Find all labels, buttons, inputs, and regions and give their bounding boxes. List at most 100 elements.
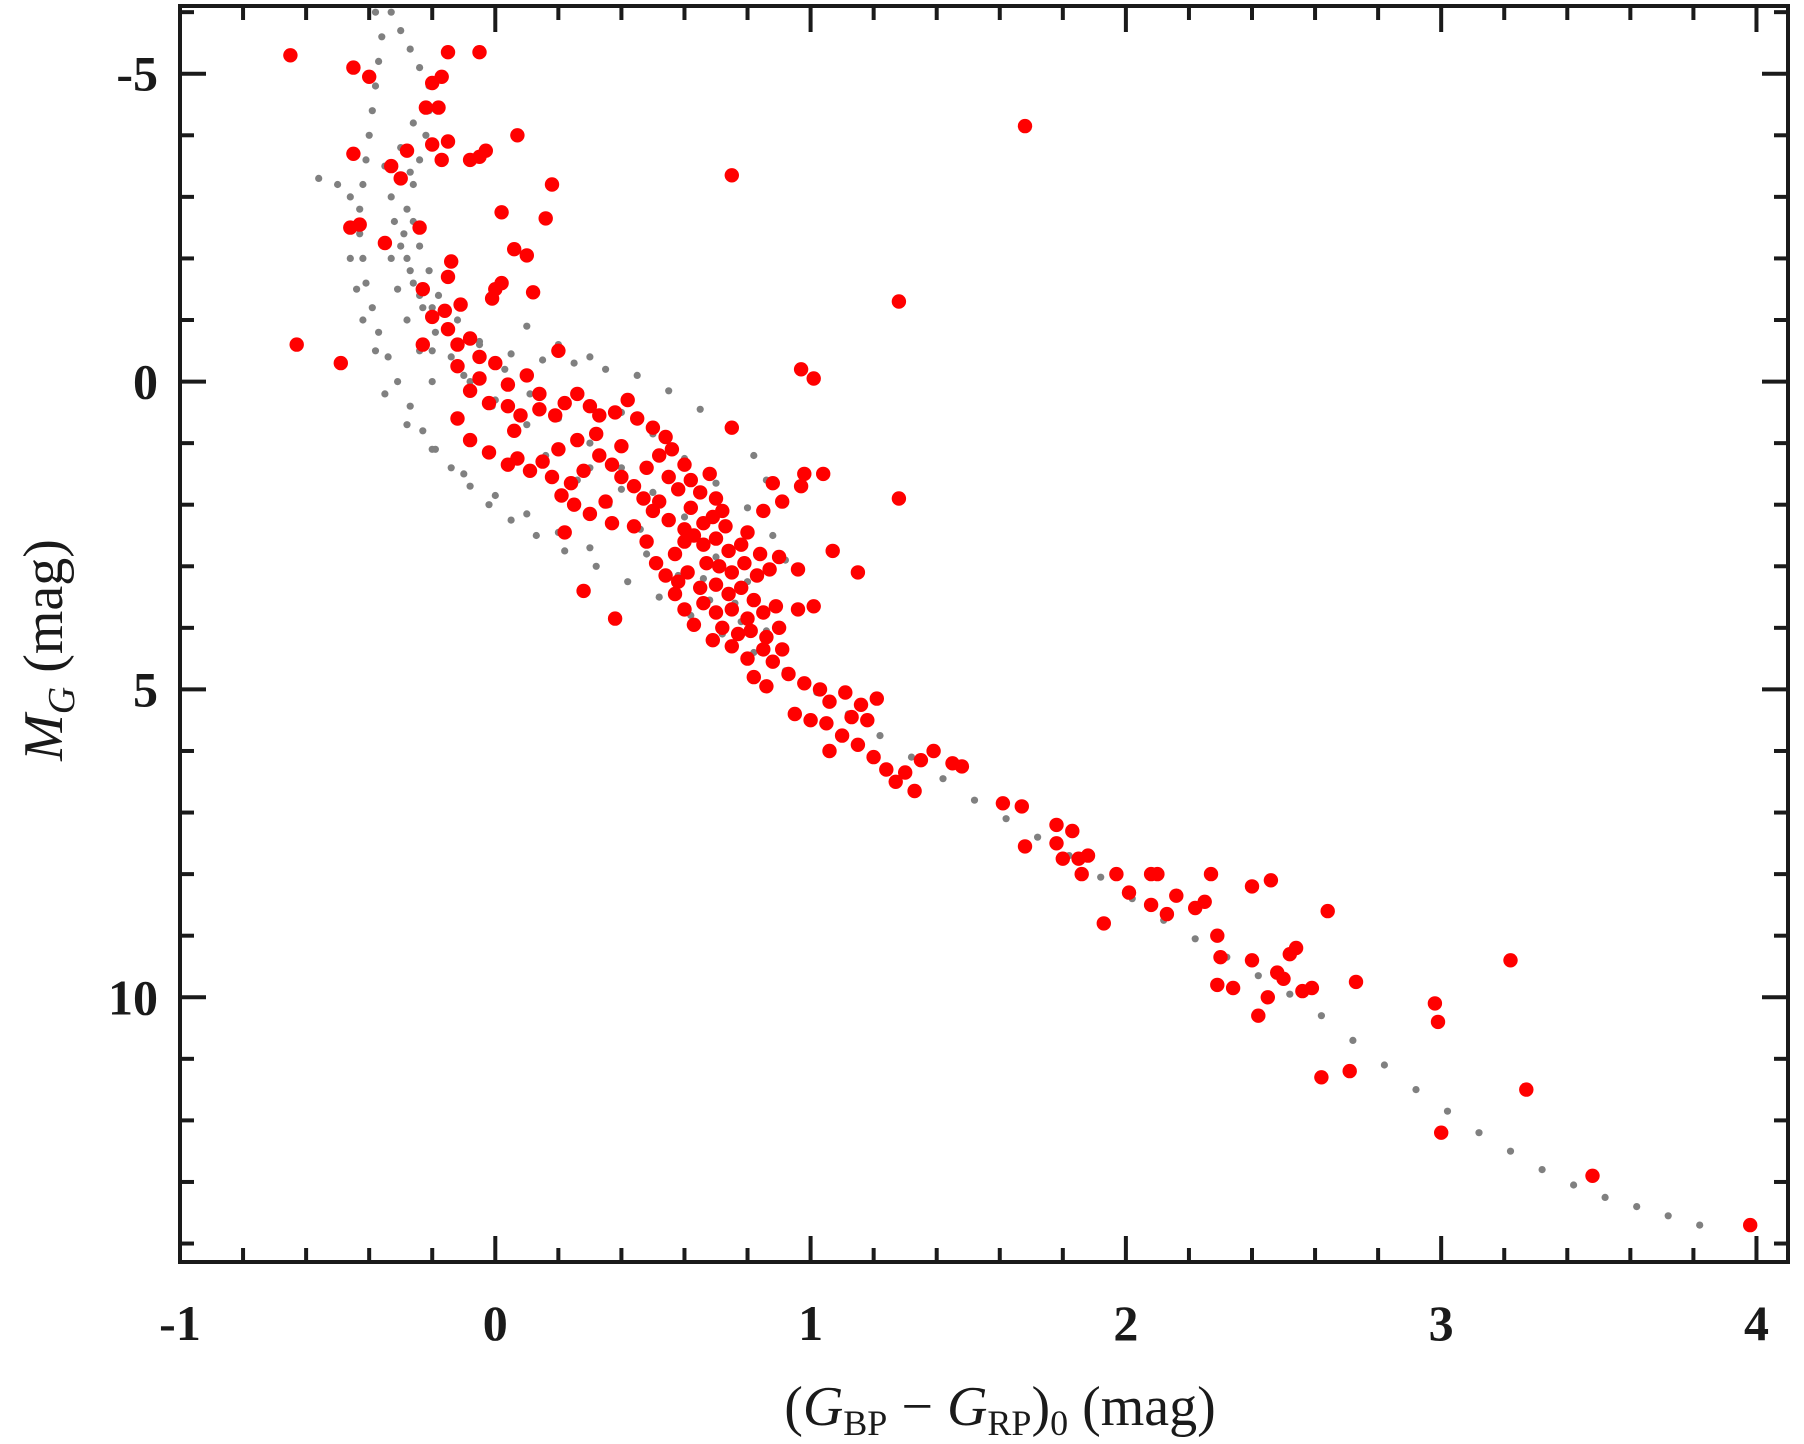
isochrone-point xyxy=(346,254,354,262)
observed-point xyxy=(762,562,777,577)
observed-point xyxy=(472,45,487,60)
observed-point xyxy=(793,479,809,494)
observed-point xyxy=(535,454,550,469)
observed-point xyxy=(1225,980,1241,996)
observed-point xyxy=(1244,879,1260,894)
observed-series xyxy=(283,45,1758,1233)
isochrone-point xyxy=(368,107,376,115)
observed-point xyxy=(450,359,465,374)
observed-point xyxy=(352,217,367,232)
isochrone-point xyxy=(371,82,380,90)
isochrone-point xyxy=(539,356,547,364)
observed-point xyxy=(604,516,620,531)
observed-point xyxy=(494,205,509,220)
isochrone-point xyxy=(592,562,600,570)
observed-point xyxy=(1434,1125,1449,1140)
isochrone-point xyxy=(381,390,389,398)
observed-point xyxy=(803,713,818,728)
observed-point xyxy=(1210,928,1225,943)
isochrone-point xyxy=(696,405,704,413)
observed-point xyxy=(1203,866,1219,882)
isochrone-point xyxy=(428,378,436,386)
observed-point xyxy=(434,152,449,168)
observed-point xyxy=(1288,940,1304,956)
isochrone-point xyxy=(460,470,468,478)
isochrone-point xyxy=(387,8,395,16)
plot-area xyxy=(283,8,1758,1233)
observed-point xyxy=(582,399,598,414)
observed-point xyxy=(844,709,859,725)
isochrone-point xyxy=(447,353,455,361)
observed-point xyxy=(891,491,907,506)
observed-point xyxy=(740,525,755,540)
isochrone-point xyxy=(416,242,424,250)
isochrone-point xyxy=(617,464,626,472)
observed-point xyxy=(699,556,714,571)
observed-point xyxy=(746,592,761,608)
observed-point xyxy=(648,556,664,571)
observed-point xyxy=(1743,1217,1758,1233)
isochrone-point xyxy=(523,510,531,518)
observed-point xyxy=(724,602,739,617)
isochrone-point xyxy=(507,350,515,358)
observed-point xyxy=(696,596,711,611)
observed-point xyxy=(671,482,686,497)
observed-point xyxy=(806,371,821,386)
observed-point xyxy=(563,476,579,491)
observed-point xyxy=(1109,866,1124,882)
observed-point xyxy=(702,466,717,482)
observed-point xyxy=(582,506,598,522)
observed-point xyxy=(462,383,478,398)
observed-point xyxy=(853,697,869,712)
isochrone-point xyxy=(397,27,405,35)
observed-point xyxy=(759,629,774,645)
observed-point xyxy=(898,765,913,780)
observed-point xyxy=(1320,903,1335,919)
observed-point xyxy=(1348,974,1364,990)
observed-point xyxy=(453,297,468,312)
observed-point xyxy=(724,420,739,435)
observed-point xyxy=(775,642,790,657)
observed-point xyxy=(677,602,692,617)
observed-point xyxy=(557,525,572,540)
observed-point xyxy=(1014,799,1029,814)
observed-point xyxy=(525,285,541,300)
observed-point xyxy=(693,580,708,595)
y-axis-ticks: -5 0 5 10 xyxy=(108,10,1788,1246)
observed-point xyxy=(806,599,821,614)
isochrone-point xyxy=(665,387,673,395)
observed-point xyxy=(705,633,720,648)
isochrone-point xyxy=(939,775,947,783)
observed-point xyxy=(1585,1168,1600,1184)
isochrone-point xyxy=(699,575,708,583)
observed-point xyxy=(664,442,680,457)
observed-point xyxy=(765,654,780,669)
isochrone-point xyxy=(586,353,594,361)
x-tick-label: -1 xyxy=(159,1295,201,1351)
observed-point xyxy=(816,466,831,482)
isochrone-point xyxy=(394,378,402,386)
isochrone-point xyxy=(403,316,411,324)
observed-point xyxy=(1074,866,1089,882)
observed-point xyxy=(1427,996,1443,1011)
observed-point xyxy=(677,457,692,472)
observed-point xyxy=(440,269,456,285)
observed-point xyxy=(434,69,449,85)
isochrone-point xyxy=(416,156,424,164)
observed-point xyxy=(838,685,853,700)
observed-point xyxy=(532,402,547,417)
observed-point xyxy=(693,485,708,500)
observed-point xyxy=(425,309,440,325)
isochrone-point xyxy=(1412,1086,1420,1094)
observed-point xyxy=(289,337,304,352)
observed-point xyxy=(431,100,446,115)
isochrone-point xyxy=(428,445,436,453)
isochrone-point xyxy=(397,242,405,250)
observed-point xyxy=(787,706,802,722)
isochrone-point xyxy=(1317,1012,1325,1020)
observed-point xyxy=(1304,980,1320,996)
y-tick-label: 0 xyxy=(133,354,158,410)
observed-point xyxy=(607,611,623,626)
isochrone-point xyxy=(1191,935,1199,943)
isochrone-point xyxy=(334,180,342,189)
